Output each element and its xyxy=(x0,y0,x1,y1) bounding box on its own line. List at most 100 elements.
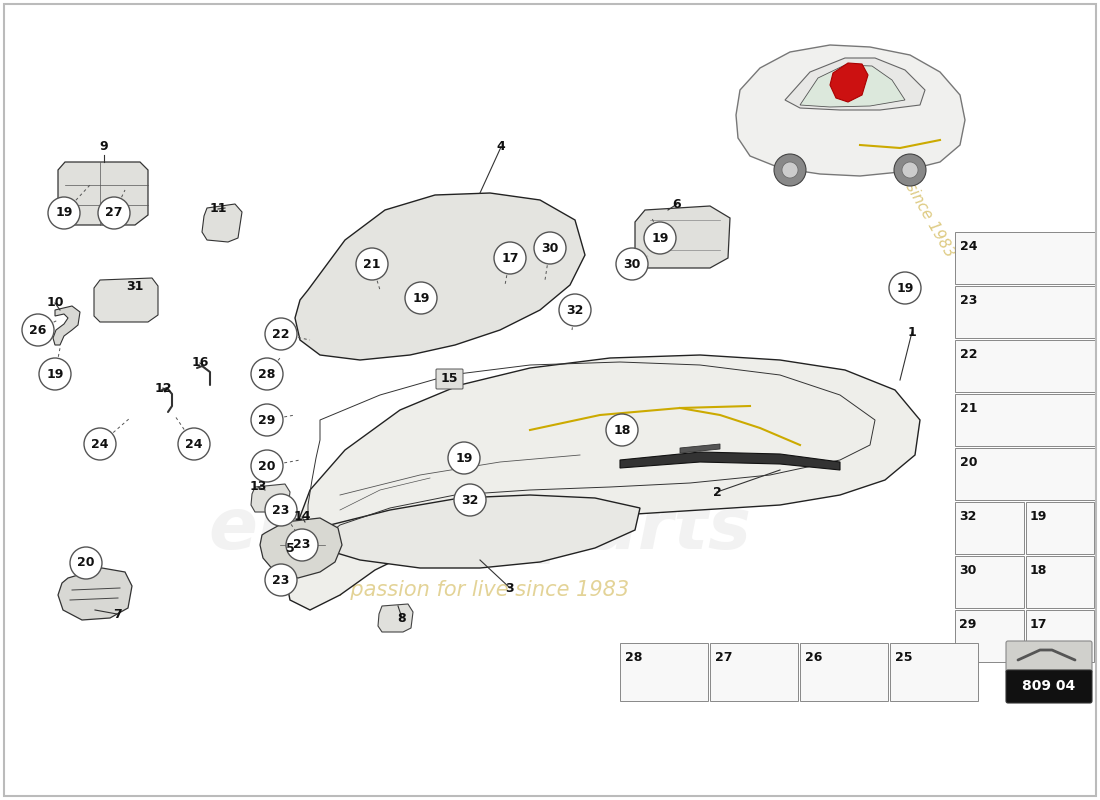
FancyBboxPatch shape xyxy=(1026,610,1094,662)
Polygon shape xyxy=(378,604,412,632)
Text: 20: 20 xyxy=(960,456,978,469)
Circle shape xyxy=(405,282,437,314)
FancyBboxPatch shape xyxy=(710,643,798,701)
FancyBboxPatch shape xyxy=(955,394,1094,446)
Text: 25: 25 xyxy=(895,651,913,664)
Text: 32: 32 xyxy=(461,494,478,506)
Text: 19: 19 xyxy=(412,291,430,305)
Polygon shape xyxy=(620,452,840,470)
Text: 24: 24 xyxy=(960,240,978,253)
Circle shape xyxy=(894,154,926,186)
Text: 5: 5 xyxy=(286,542,295,554)
Text: 30: 30 xyxy=(624,258,640,270)
FancyBboxPatch shape xyxy=(955,286,1094,338)
Text: 12: 12 xyxy=(154,382,172,394)
Circle shape xyxy=(902,162,918,178)
Circle shape xyxy=(265,564,297,596)
Text: 11: 11 xyxy=(209,202,227,215)
Text: 32: 32 xyxy=(566,303,584,317)
Polygon shape xyxy=(251,484,290,512)
Text: 19: 19 xyxy=(651,231,669,245)
Text: 20: 20 xyxy=(258,459,276,473)
Circle shape xyxy=(48,197,80,229)
Polygon shape xyxy=(800,65,905,107)
Circle shape xyxy=(494,242,526,274)
Text: 29: 29 xyxy=(258,414,276,426)
Polygon shape xyxy=(830,63,868,102)
Circle shape xyxy=(286,529,318,561)
FancyBboxPatch shape xyxy=(1006,670,1092,703)
Circle shape xyxy=(265,494,297,526)
Circle shape xyxy=(448,442,480,474)
Text: 19: 19 xyxy=(455,451,473,465)
Circle shape xyxy=(39,358,72,390)
FancyBboxPatch shape xyxy=(955,232,1094,284)
Text: 14: 14 xyxy=(294,510,310,523)
Text: 809 04: 809 04 xyxy=(1022,679,1076,693)
FancyBboxPatch shape xyxy=(1006,641,1092,673)
Text: since 1983: since 1983 xyxy=(903,180,957,260)
Circle shape xyxy=(782,162,797,178)
FancyBboxPatch shape xyxy=(890,643,978,701)
Polygon shape xyxy=(635,206,730,268)
Text: 30: 30 xyxy=(959,564,977,577)
Polygon shape xyxy=(785,58,925,110)
Text: 27: 27 xyxy=(715,651,733,664)
Text: 28: 28 xyxy=(258,367,276,381)
Text: 28: 28 xyxy=(625,651,642,664)
Circle shape xyxy=(534,232,566,264)
Text: 31: 31 xyxy=(126,281,144,294)
Text: 30: 30 xyxy=(541,242,559,254)
Text: 19: 19 xyxy=(46,367,64,381)
Text: 21: 21 xyxy=(363,258,381,270)
Text: 6: 6 xyxy=(673,198,681,210)
Circle shape xyxy=(559,294,591,326)
FancyBboxPatch shape xyxy=(1026,502,1094,554)
Text: 19: 19 xyxy=(55,206,73,219)
Text: a passion for live since 1983: a passion for live since 1983 xyxy=(331,580,629,600)
Circle shape xyxy=(889,272,921,304)
Polygon shape xyxy=(94,278,158,322)
Polygon shape xyxy=(680,444,720,453)
Text: 26: 26 xyxy=(30,323,46,337)
Circle shape xyxy=(98,197,130,229)
Text: 16: 16 xyxy=(191,357,209,370)
Text: 3: 3 xyxy=(506,582,515,594)
Text: 18: 18 xyxy=(1030,564,1047,577)
Text: 23: 23 xyxy=(294,538,310,551)
Text: 17: 17 xyxy=(1030,618,1047,631)
Text: 23: 23 xyxy=(273,574,289,586)
Text: 19: 19 xyxy=(1030,510,1047,523)
Polygon shape xyxy=(53,306,80,345)
Text: 10: 10 xyxy=(46,297,64,310)
Text: 21: 21 xyxy=(960,402,978,415)
Circle shape xyxy=(606,414,638,446)
Text: 22: 22 xyxy=(960,348,978,361)
Circle shape xyxy=(22,314,54,346)
Text: 29: 29 xyxy=(959,618,977,631)
Text: 19: 19 xyxy=(896,282,914,294)
Circle shape xyxy=(251,450,283,482)
Text: 7: 7 xyxy=(112,607,121,621)
Text: 1: 1 xyxy=(908,326,916,338)
Text: 20: 20 xyxy=(77,557,95,570)
Text: 17: 17 xyxy=(502,251,519,265)
Text: 23: 23 xyxy=(273,503,289,517)
FancyBboxPatch shape xyxy=(562,301,582,317)
FancyBboxPatch shape xyxy=(955,340,1094,392)
Text: 18: 18 xyxy=(614,423,630,437)
Polygon shape xyxy=(295,193,585,360)
Circle shape xyxy=(70,547,102,579)
Text: 8: 8 xyxy=(398,611,406,625)
Circle shape xyxy=(178,428,210,460)
FancyBboxPatch shape xyxy=(955,556,1024,608)
Text: 22: 22 xyxy=(273,327,289,341)
Polygon shape xyxy=(260,518,342,578)
Circle shape xyxy=(84,428,116,460)
Polygon shape xyxy=(202,204,242,242)
Polygon shape xyxy=(295,495,640,568)
Circle shape xyxy=(454,484,486,516)
Polygon shape xyxy=(58,568,132,620)
Text: eurodesparts: eurodesparts xyxy=(209,495,751,565)
FancyBboxPatch shape xyxy=(1026,556,1094,608)
